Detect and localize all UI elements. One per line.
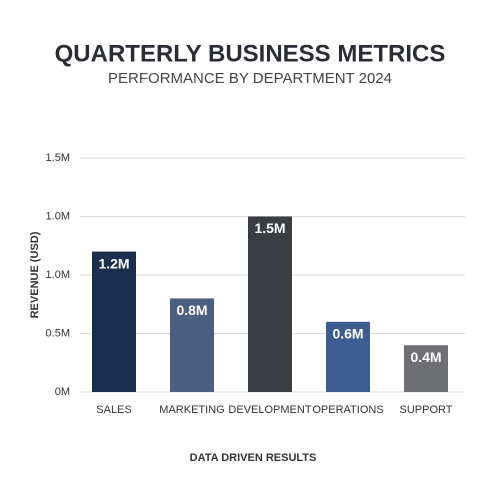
x-tick-label: MARKETING: [159, 404, 224, 416]
y-tick-label: 0.5M: [46, 327, 70, 339]
value-label: 0.6M: [332, 326, 363, 342]
bar: [404, 345, 448, 392]
y-tick-label: 1.5M: [46, 152, 70, 164]
bar: [170, 298, 214, 392]
value-label: 1.2M: [98, 255, 129, 271]
y-tick-label: 1.0M: [46, 210, 70, 222]
x-tick-label: SUPPORT: [400, 404, 453, 416]
chart-title: QUARTERLY BUSINESS METRICS: [55, 40, 446, 67]
chart-subtitle: PERFORMANCE BY DEPARTMENT 2024: [108, 70, 392, 87]
y-axis-label: REVENUE (USD): [29, 231, 41, 318]
value-label: 0.4M: [410, 349, 441, 365]
bar: [326, 321, 370, 392]
value-label: 0.8M: [176, 302, 207, 318]
value-label: 1.5M: [254, 220, 285, 236]
footer: DATA DRIVEN RESULTS: [190, 452, 317, 464]
x-tick-label: DEVELOPMENT: [228, 404, 311, 416]
bar: [92, 251, 136, 392]
y-tick-label: 1.0M: [46, 269, 70, 281]
bar: [248, 216, 292, 392]
x-tick-label: SALES: [96, 404, 131, 416]
x-tick-label: OPERATIONS: [312, 404, 383, 416]
y-tick-label: 0M: [55, 386, 70, 398]
